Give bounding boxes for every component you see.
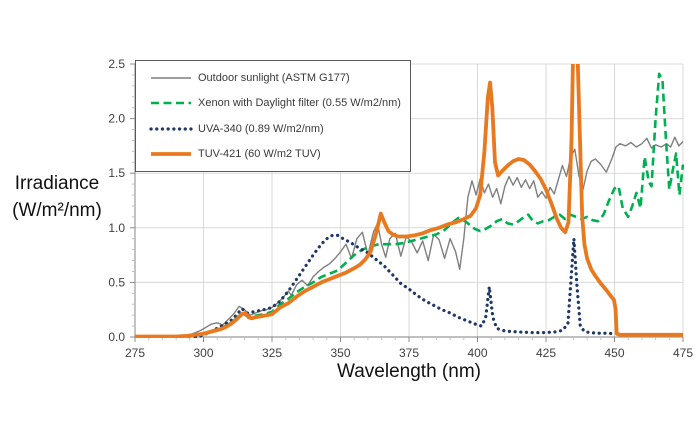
x-tick-label: 300 xyxy=(193,346,213,360)
legend-label: Xenon with Daylight filter (0.55 W/m2/nm… xyxy=(198,97,401,110)
legend-label: Outdoor sunlight (ASTM G177) xyxy=(198,71,350,84)
y-tick-label: 0.0 xyxy=(108,330,125,344)
y-axis-title: Irradiance (W/m²/nm) xyxy=(0,170,114,224)
series-line-2 xyxy=(193,233,617,338)
legend-item-3: TUV-421 (60 W/m2 TUV) xyxy=(149,142,410,166)
legend-item-2: UVA-340 (0.89 W/m2/nm) xyxy=(149,117,410,141)
legend-line-sample xyxy=(151,152,191,157)
x-tick-label: 350 xyxy=(330,346,350,360)
legend-item-1: Xenon with Daylight filter (0.55 W/m2/nm… xyxy=(149,91,410,115)
x-tick-label: 475 xyxy=(673,346,693,360)
series-line-3 xyxy=(135,64,683,338)
x-tick-label: 275 xyxy=(125,346,145,360)
x-tick-label: 450 xyxy=(604,346,624,360)
legend-item-0: Outdoor sunlight (ASTM G177) xyxy=(149,66,410,90)
x-axis-title: Wavelength (nm) xyxy=(337,361,481,382)
x-tick-label: 425 xyxy=(536,346,556,360)
x-tick-label: 325 xyxy=(262,346,282,360)
legend-line-sample xyxy=(151,101,191,105)
y-tick-label: 0.5 xyxy=(108,275,125,289)
legend: Outdoor sunlight (ASTM G177) Xenon with D… xyxy=(135,60,411,172)
y-tick-label: 2.5 xyxy=(108,57,125,71)
y-tick-label: 2.0 xyxy=(108,112,125,126)
y-tick-label: 1.0 xyxy=(108,221,125,235)
legend-line-sample xyxy=(151,77,191,79)
y-axis-title-line2: (W/m²/nm) xyxy=(12,200,102,221)
y-tick-label: 1.5 xyxy=(108,166,125,180)
y-axis-title-line1: Irradiance xyxy=(14,173,100,194)
series-line-1 xyxy=(186,72,684,338)
x-tick-label: 400 xyxy=(467,346,487,360)
legend-label: UVA-340 (0.89 W/m2/nm) xyxy=(198,122,324,135)
legend-label: TUV-421 (60 W/m2 TUV) xyxy=(198,148,321,161)
x-tick-label: 375 xyxy=(399,346,419,360)
legend-line-sample xyxy=(149,127,193,131)
